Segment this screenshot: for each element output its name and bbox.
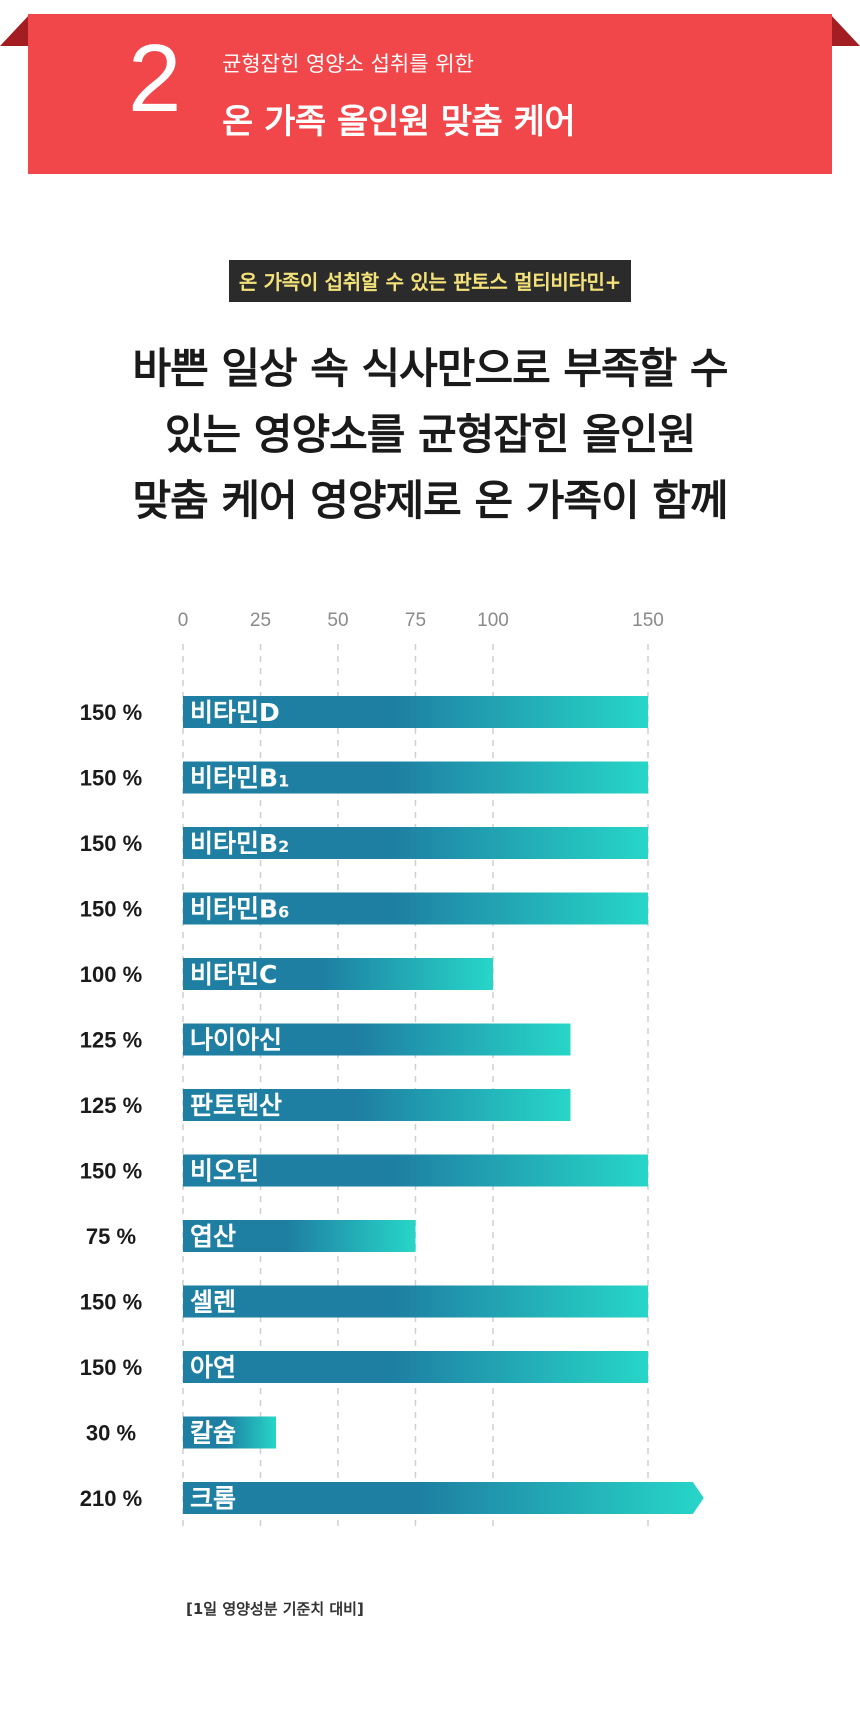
bar-value-label: 150 %	[80, 1355, 142, 1380]
bar-category-label: 비타민C	[190, 960, 277, 989]
bar-row: 아연 150 %	[80, 1351, 648, 1383]
bar-row: 셀렌 150 %	[80, 1285, 648, 1318]
bar-value-label: 125 %	[80, 1028, 142, 1053]
section-banner: 2 균형잡힌 영양소 섭취를 위한 온 가족 올인원 맞춤 케어	[0, 0, 860, 180]
bar-value-label: 150 %	[80, 897, 142, 922]
bar-value-label: 75 %	[86, 1224, 136, 1249]
x-tick-label: 100	[477, 610, 509, 631]
product-tag: 온 가족이 섭취할 수 있는 판토스 멀티비타민+	[228, 260, 632, 302]
bar-row: 비타민D 150 %	[80, 696, 648, 728]
bar-category-label: 엽산	[190, 1222, 236, 1251]
bar-value-label: 125 %	[80, 1093, 142, 1118]
bar	[183, 892, 648, 925]
tag-wrap: 온 가족이 섭취할 수 있는 판토스 멀티비타민+	[0, 260, 860, 302]
nutrient-bar-chart: 0 25 50 75 100 150 비타민D 150 % 비타민B1 150 % 비타민B2 15…	[80, 610, 704, 1530]
bar	[183, 1023, 571, 1056]
bar	[183, 1089, 571, 1121]
headline-line-1: 바쁜 일상 속 식사만으로 부족할 수	[132, 344, 728, 393]
bar-value-label: 210 %	[80, 1486, 142, 1511]
bar-category-label: 비타민B2	[190, 829, 289, 858]
bar-value-label: 150 %	[80, 1290, 142, 1315]
banner-title: 온 가족 올인원 맞춤 케어	[222, 102, 576, 142]
x-tick-label: 150	[632, 610, 664, 631]
bar-category-label: 비오틴	[190, 1157, 259, 1186]
headline-line-2: 있는 영양소를 균형잡힌 올인원	[164, 410, 696, 459]
headline: 바쁜 일상 속 식사만으로 부족할 수 있는 영양소를 균형잡힌 올인원 맞춤 …	[0, 336, 860, 534]
bar	[183, 827, 648, 859]
banner-number: 2	[128, 25, 182, 132]
bar	[183, 958, 493, 990]
bar-category-label: 나이아신	[190, 1026, 282, 1055]
bar-category-label: 셀렌	[190, 1288, 236, 1317]
bar-row: 비타민C 100 %	[80, 958, 493, 990]
bar	[183, 1482, 704, 1514]
bar-row: 엽산 75 %	[86, 1220, 416, 1252]
bar-row: 비타민B2 150 %	[80, 827, 648, 859]
bar-row: 판토텐산 125 %	[80, 1089, 571, 1121]
bar	[183, 1351, 648, 1383]
bar-category-label: 아연	[190, 1353, 236, 1382]
bar-row: 나이아신 125 %	[80, 1023, 571, 1056]
x-tick-label: 50	[327, 610, 348, 631]
bar-value-label: 150 %	[80, 831, 142, 856]
bar-category-label: 크롬	[190, 1484, 236, 1513]
x-tick-label: 25	[250, 610, 271, 631]
banner-subtitle: 균형잡힌 영양소 섭취를 위한	[222, 52, 474, 76]
x-tick-label: 75	[405, 610, 426, 631]
bar	[183, 1154, 648, 1187]
bar-category-label: 판토텐산	[190, 1091, 282, 1120]
bar	[183, 1285, 648, 1318]
bar	[183, 1220, 416, 1252]
banner-fold-left	[0, 14, 30, 46]
bar-category-label: 비타민B6	[190, 895, 289, 924]
bar-row: 비오틴 150 %	[80, 1154, 648, 1187]
bar-category-label: 비타민D	[190, 698, 280, 727]
x-tick-label: 0	[178, 610, 189, 631]
bar-value-label: 100 %	[80, 962, 142, 987]
headline-line-3: 맞춤 케어 영양제로 온 가족이 함께	[132, 476, 728, 525]
bar	[183, 761, 648, 794]
bar-row: 칼슘 30 %	[86, 1416, 276, 1449]
bar-category-label: 칼슘	[190, 1419, 236, 1448]
banner-fold-right	[830, 14, 860, 46]
bar	[183, 1416, 276, 1449]
bar-value-label: 150 %	[80, 766, 142, 791]
bar-row: 비타민B1 150 %	[80, 761, 648, 794]
bar-category-label: 비타민B1	[190, 764, 289, 793]
footnote: [1일 영양성분 기준치 대비]	[186, 1600, 364, 1618]
bar	[183, 696, 648, 728]
bar-row: 크롬 210 %	[80, 1482, 704, 1514]
bar-row: 비타민B6 150 %	[80, 892, 648, 925]
bar-value-label: 30 %	[86, 1421, 136, 1446]
bar-value-label: 150 %	[80, 700, 142, 725]
banner-ribbon	[28, 14, 832, 174]
bar-value-label: 150 %	[80, 1159, 142, 1184]
